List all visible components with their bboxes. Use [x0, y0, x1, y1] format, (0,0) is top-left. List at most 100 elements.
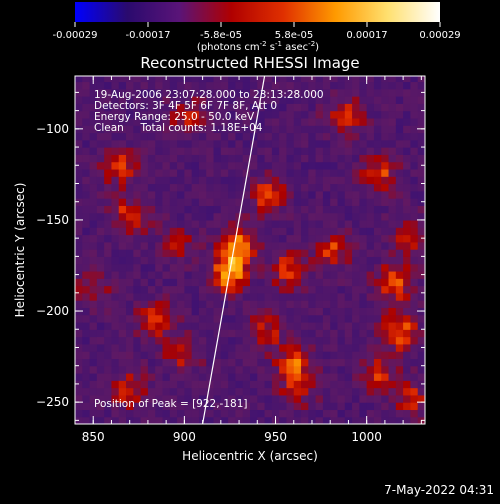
heatmap-cell	[417, 183, 425, 192]
heatmap-cell	[337, 76, 346, 83]
heatmap-cell	[395, 343, 404, 352]
heatmap-cell	[126, 314, 134, 323]
heatmap-cell	[206, 365, 215, 374]
heatmap-cell	[381, 139, 390, 148]
heatmap-cell	[359, 365, 368, 374]
heatmap-cell	[381, 103, 390, 112]
heatmap-cell	[242, 219, 251, 228]
heatmap-cell	[344, 212, 353, 221]
heatmap-cell	[257, 110, 266, 119]
heatmap-cell	[140, 307, 149, 316]
heatmap-cell	[133, 409, 142, 418]
heatmap-cell	[126, 81, 134, 90]
heatmap-cell	[111, 132, 120, 141]
heatmap-cell	[264, 416, 273, 424]
heatmap-cell	[198, 234, 207, 243]
heatmap-cell	[198, 409, 207, 418]
heatmap-cell	[264, 314, 273, 323]
heatmap-cell	[162, 154, 171, 163]
heatmap-cell	[330, 81, 339, 90]
heatmap-cell	[359, 358, 368, 367]
heatmap-cell	[279, 387, 288, 396]
heatmap-cell	[395, 88, 404, 97]
heatmap-cell	[286, 270, 295, 279]
heatmap-cell	[293, 205, 302, 214]
heatmap-cell	[228, 154, 237, 163]
heatmap-cell	[118, 402, 127, 411]
heatmap-cell	[388, 329, 397, 338]
heatmap-cell	[155, 212, 164, 221]
heatmap-cell	[213, 183, 222, 192]
heatmap-cell	[242, 198, 251, 206]
heatmap-cell	[286, 314, 295, 323]
heatmap-cell	[344, 358, 353, 367]
heatmap-cell	[169, 219, 178, 228]
heatmap-cell	[381, 372, 390, 381]
heatmap-cell	[133, 387, 142, 396]
heatmap-cell	[301, 343, 309, 352]
heatmap-cell	[96, 307, 105, 316]
heatmap-cell	[366, 176, 375, 185]
heatmap-cell	[344, 176, 353, 185]
heatmap-cell	[155, 307, 164, 316]
heatmap-cell	[89, 292, 98, 301]
heatmap-cell	[133, 81, 142, 90]
heatmap-cell	[330, 198, 339, 206]
heatmap-cell	[301, 168, 309, 177]
heatmap-cell	[352, 198, 360, 206]
heatmap-cell	[410, 212, 419, 221]
heatmap-cell	[242, 183, 251, 192]
heatmap-cell	[75, 241, 83, 250]
heatmap-cell	[133, 416, 142, 424]
heatmap-cell	[293, 343, 302, 352]
heatmap-cell	[104, 139, 113, 148]
heatmap-cell	[133, 176, 142, 185]
heatmap-cell	[257, 96, 266, 104]
heatmap-cell	[89, 249, 98, 257]
heatmap-cell	[373, 321, 382, 330]
heatmap-cell	[213, 227, 222, 236]
heatmap-cell	[250, 380, 258, 389]
heatmap-cell	[220, 256, 229, 265]
heatmap-cell	[235, 125, 244, 134]
heatmap-cell	[198, 292, 207, 301]
heatmap-cell	[286, 96, 295, 104]
heatmap-cell	[126, 125, 134, 134]
heatmap-cell	[410, 351, 419, 360]
heatmap-cell	[169, 278, 178, 287]
heatmap-cell	[286, 351, 295, 360]
heatmap-cell	[330, 168, 339, 177]
heatmap-cell	[410, 139, 419, 148]
heatmap-cell	[264, 125, 273, 134]
heatmap-cell	[381, 321, 390, 330]
heatmap-cell	[330, 227, 339, 236]
heatmap-cell	[257, 292, 266, 301]
heatmap-cell	[271, 139, 280, 148]
heatmap-cell	[155, 314, 164, 323]
heatmap-cell	[82, 212, 91, 221]
heatmap-cell	[337, 198, 346, 206]
heatmap-cell	[169, 394, 178, 403]
heatmap-cell	[228, 183, 237, 192]
heatmap-cell	[352, 402, 360, 411]
heatmap-cell	[395, 132, 404, 141]
heatmap-cell	[366, 249, 375, 257]
heatmap-cell	[344, 110, 353, 119]
heatmap-cell	[417, 212, 425, 221]
heatmap-cell	[330, 351, 339, 360]
heatmap-cell	[352, 81, 360, 90]
heatmap-cell	[264, 168, 273, 177]
heatmap-cell	[89, 81, 98, 90]
heatmap-cell	[89, 314, 98, 323]
heatmap-cell	[140, 96, 149, 104]
heatmap-cell	[82, 241, 91, 250]
heatmap-cell	[118, 285, 127, 294]
heatmap-cell	[126, 161, 134, 170]
heatmap-cell	[75, 285, 83, 294]
heatmap-cell	[322, 154, 331, 163]
heatmap-cell	[257, 351, 266, 360]
heatmap-cell	[257, 278, 266, 287]
heatmap-cell	[104, 198, 113, 206]
heatmap-cell	[162, 380, 171, 389]
heatmap-cell	[104, 416, 113, 424]
